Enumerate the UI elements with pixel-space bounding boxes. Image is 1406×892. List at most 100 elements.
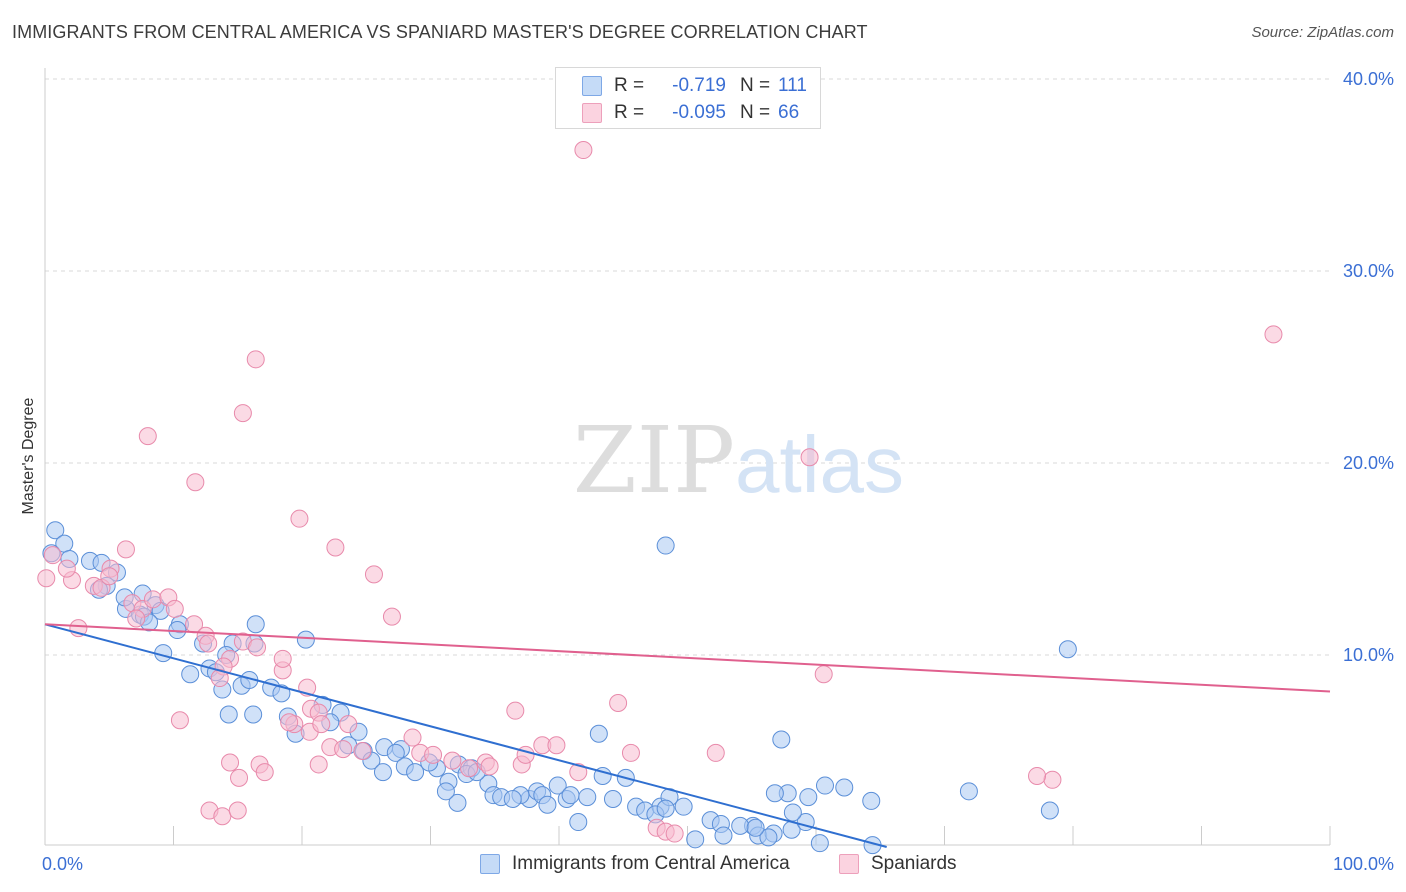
- point-spaniards: [199, 634, 218, 653]
- point-spaniards: [43, 546, 62, 565]
- point-spaniards: [248, 638, 267, 657]
- point-central-america: [959, 782, 978, 801]
- point-central-america: [589, 724, 608, 743]
- legend-n-label: N =: [740, 75, 771, 96]
- point-spaniards: [621, 743, 640, 762]
- point-central-america: [373, 763, 392, 782]
- point-central-america: [731, 816, 750, 835]
- point-spaniards: [100, 567, 119, 586]
- point-spaniards: [221, 753, 240, 772]
- point-spaniards: [116, 540, 135, 559]
- point-spaniards: [460, 759, 479, 778]
- point-spaniards: [814, 665, 833, 684]
- trend-line-spaniards: [44, 623, 1331, 693]
- point-central-america: [406, 763, 425, 782]
- axes: [44, 68, 1331, 846]
- gridlines: [45, 78, 1330, 656]
- point-spaniards: [312, 715, 331, 734]
- point-spaniards: [334, 740, 353, 759]
- point-spaniards: [273, 649, 292, 668]
- point-central-america: [799, 788, 818, 807]
- y-tick-label: 20.0%: [1343, 453, 1394, 473]
- points: [37, 141, 1283, 855]
- point-central-america: [436, 782, 455, 801]
- legend-swatch-blue: [582, 76, 602, 96]
- point-spaniards: [280, 713, 299, 732]
- point-central-america: [561, 786, 580, 805]
- point-spaniards: [403, 728, 422, 747]
- point-central-america: [386, 743, 405, 762]
- point-central-america: [272, 684, 291, 703]
- point-central-america: [772, 730, 791, 749]
- point-spaniards: [1028, 766, 1047, 785]
- point-central-america: [862, 791, 881, 810]
- point-central-america: [296, 630, 315, 649]
- bottom-legend-label: Spaniards: [871, 853, 957, 874]
- point-spaniards: [339, 715, 358, 734]
- y-tick-label: 10.0%: [1343, 645, 1394, 665]
- chart-title: IMMIGRANTS FROM CENTRAL AMERICA VS SPANI…: [12, 22, 868, 42]
- point-spaniards: [170, 711, 189, 730]
- point-central-america: [503, 790, 522, 808]
- point-spaniards: [230, 768, 249, 787]
- point-central-america: [603, 790, 622, 808]
- point-central-america: [746, 818, 765, 837]
- bottom-legend-spaniards: Spaniards: [839, 852, 957, 876]
- point-spaniards: [609, 694, 628, 712]
- bottom-legend-central-america: Immigrants from Central America: [480, 852, 790, 876]
- point-central-america: [46, 521, 65, 540]
- point-central-america: [656, 799, 675, 818]
- y-tick-label: 30.0%: [1343, 261, 1394, 281]
- point-spaniards: [353, 742, 372, 760]
- point-central-america: [538, 795, 557, 814]
- point-central-america: [181, 665, 200, 684]
- point-spaniards: [480, 757, 499, 776]
- point-central-america: [1058, 640, 1077, 659]
- point-central-america: [448, 793, 467, 812]
- point-central-america: [219, 705, 238, 724]
- point-central-america: [656, 536, 675, 555]
- bottom-legend-swatch-pink: [839, 854, 859, 874]
- point-spaniards: [57, 559, 76, 578]
- point-spaniards: [1043, 770, 1062, 789]
- point-central-america: [674, 797, 693, 816]
- point-central-america: [578, 788, 597, 807]
- point-spaniards: [127, 609, 146, 628]
- point-spaniards: [143, 590, 162, 609]
- point-spaniards: [186, 473, 205, 492]
- point-spaniards: [1264, 325, 1283, 344]
- bottom-legend-swatch-blue: [480, 854, 500, 874]
- point-central-america: [1040, 801, 1059, 820]
- point-spaniards: [424, 745, 443, 764]
- point-spaniards: [800, 448, 819, 467]
- point-central-america: [815, 776, 834, 795]
- legend-r-label: R =: [614, 75, 645, 96]
- point-central-america: [835, 778, 854, 797]
- x-tick-label: 100.0%: [1333, 854, 1394, 874]
- legend-row-central-america: R = -0.719 N = 111: [582, 74, 807, 98]
- legend-n-value: 66: [778, 102, 800, 123]
- legend-r-value: -0.095: [672, 102, 726, 123]
- point-central-america: [783, 803, 802, 822]
- point-spaniards: [364, 565, 383, 584]
- point-spaniards: [309, 755, 328, 774]
- chart-source: Source: ZipAtlas.com: [1251, 24, 1394, 41]
- legend-row-spaniards: R = -0.095 N = 66: [582, 101, 799, 125]
- trend-line-central-america: [44, 623, 887, 848]
- legend-swatch-pink: [582, 103, 602, 123]
- correlation-legend: R = -0.719 N = 111 R = -0.095 N = 66: [555, 67, 821, 129]
- point-spaniards: [165, 599, 184, 618]
- legend-n-value: 111: [778, 75, 807, 96]
- point-central-america: [246, 615, 265, 634]
- point-spaniards: [665, 824, 684, 843]
- point-spaniards: [213, 807, 232, 826]
- y-axis-label: Master's Degree: [20, 397, 37, 515]
- point-spaniards: [138, 427, 157, 446]
- point-spaniards: [443, 751, 462, 770]
- y-tick-label: 40.0%: [1343, 69, 1394, 89]
- point-central-america: [810, 834, 829, 853]
- point-spaniards: [326, 538, 345, 557]
- point-central-america: [244, 705, 263, 724]
- point-spaniards: [547, 736, 566, 755]
